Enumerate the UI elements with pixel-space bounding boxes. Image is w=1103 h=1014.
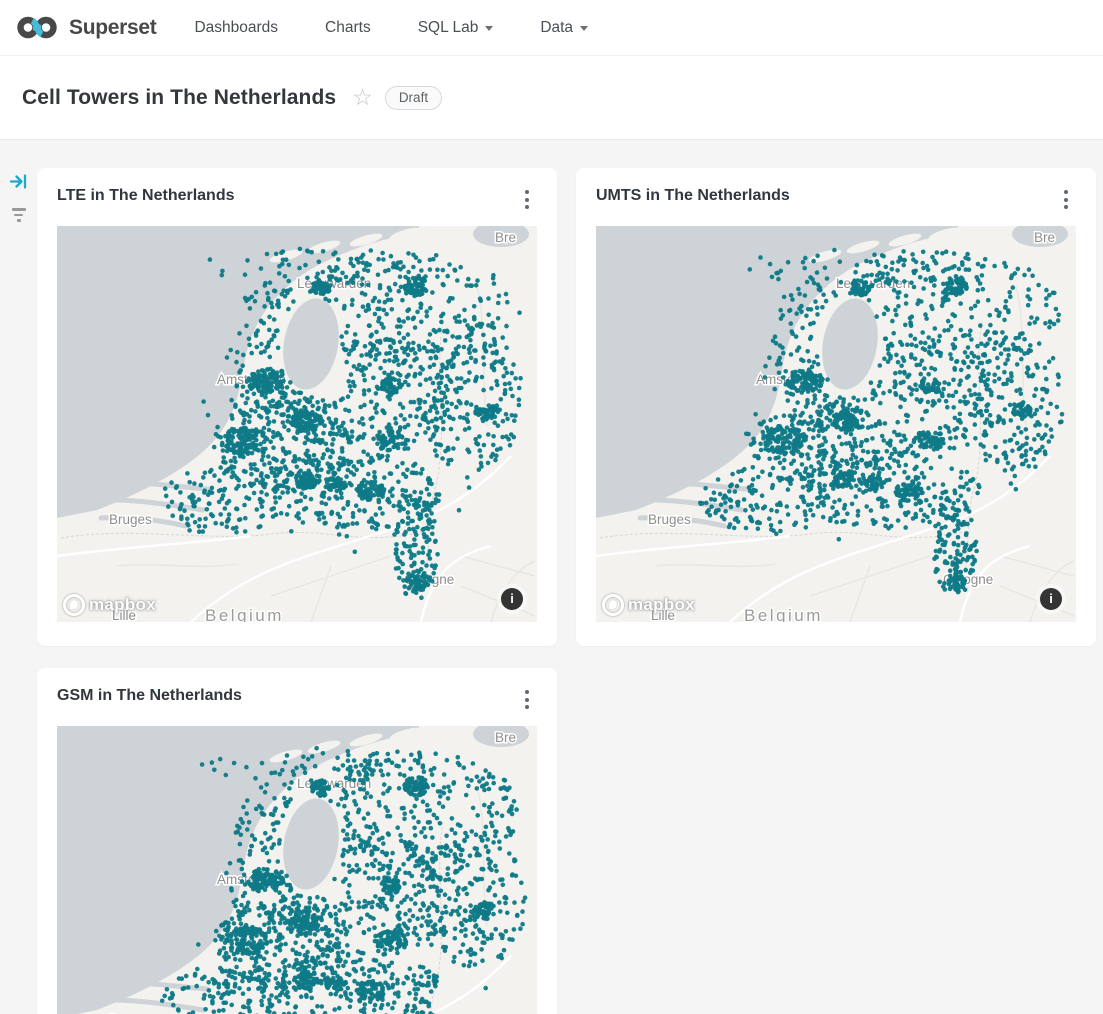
- mapbox-icon: [63, 594, 85, 616]
- svg-text:Bre: Bre: [495, 230, 516, 245]
- map-svg: BreLeeuwardenAmsterdamBrugesLilleBelgium…: [57, 726, 537, 1014]
- status-badge: Draft: [384, 85, 443, 110]
- mapbox-icon: [602, 594, 624, 616]
- attribution-info-icon[interactable]: i: [501, 588, 523, 610]
- map-svg: BreLeeuwardenAmsterdamBrugesLilleBelgium…: [57, 226, 537, 622]
- dashboard-body: LTE in The Netherlands BreLeeuwardenAmst…: [0, 140, 1103, 1014]
- nav-item-sql-lab[interactable]: SQL Lab: [418, 19, 494, 37]
- brand-name: Superset: [69, 15, 157, 39]
- filter-bar-collapsed: [0, 140, 37, 1014]
- filter-icon: [11, 208, 26, 222]
- map-canvas[interactable]: BreLeeuwardenAmsterdamBrugesLilleBelgium…: [57, 726, 537, 1014]
- svg-text:Belgium: Belgium: [205, 606, 284, 622]
- map-canvas[interactable]: BreLeeuwardenAmsterdamBrugesLilleBelgium…: [57, 226, 537, 622]
- chevron-down-icon: [485, 26, 494, 31]
- top-nav: Superset Dashboards Charts SQL Lab Data: [0, 0, 1103, 56]
- nav-label: Data: [540, 18, 574, 36]
- chart-card-gsm: GSM in The Netherlands Bre Leeuwarden Amst…: [37, 668, 557, 1014]
- chart-menu-kebab[interactable]: [521, 686, 533, 713]
- svg-text:Lille: Lille: [112, 608, 136, 622]
- mapbox-wordmark: mapbox: [89, 595, 156, 614]
- mapbox-logo[interactable]: mapbox: [63, 594, 156, 616]
- chart-card-lte: LTE in The Netherlands BreLeeuwardenAmst…: [37, 168, 557, 646]
- superset-infinity-icon: [17, 16, 57, 39]
- chart-title: UMTS in The Netherlands: [596, 187, 790, 204]
- nav-label: Dashboards: [194, 18, 279, 36]
- superset-logo[interactable]: Superset: [16, 14, 157, 41]
- arrow-to-bar-icon: [9, 174, 27, 189]
- mapbox-logo[interactable]: mapbox: [602, 594, 695, 616]
- filter-icon-button[interactable]: [11, 208, 26, 222]
- chart-card-umts: UMTS in The Netherlands BreLeeuwardenAms…: [576, 168, 1096, 646]
- nav-label: Charts: [325, 18, 371, 36]
- svg-text:Lille: Lille: [651, 608, 675, 622]
- nav-item-data[interactable]: Data: [540, 18, 589, 37]
- svg-text:Bruges: Bruges: [109, 512, 152, 527]
- map-svg: BreLeeuwardenAmsterdamBrugesLilleBelgium…: [596, 226, 1076, 622]
- svg-text:Bre: Bre: [1034, 230, 1055, 245]
- svg-text:Bruges: Bruges: [109, 1012, 152, 1014]
- page-title: Cell Towers in The Netherlands: [22, 85, 337, 109]
- chevron-down-icon: [580, 26, 589, 31]
- favorite-star-icon[interactable]: ☆: [352, 84, 373, 110]
- mapbox-wordmark: mapbox: [628, 595, 695, 614]
- attribution-info-icon[interactable]: i: [1040, 588, 1062, 610]
- expand-filter-bar-button[interactable]: [9, 172, 28, 191]
- svg-text:Bruges: Bruges: [648, 512, 691, 527]
- svg-text:Belgium: Belgium: [744, 606, 823, 622]
- svg-text:Bre: Bre: [495, 730, 516, 745]
- nav-label: SQL Lab: [417, 18, 479, 36]
- chart-menu-kebab[interactable]: [521, 186, 533, 213]
- map-canvas[interactable]: BreLeeuwardenAmsterdamBrugesLilleBelgium…: [596, 226, 1076, 622]
- chart-title: GSM in The Netherlands: [57, 687, 242, 704]
- nav-item-dashboards[interactable]: Dashboards: [194, 19, 278, 37]
- chart-title: LTE in The Netherlands: [57, 187, 235, 204]
- dashboard-header: Cell Towers in The Netherlands ☆ Draft: [0, 56, 1103, 140]
- chart-menu-kebab[interactable]: [1060, 186, 1072, 213]
- nav-item-charts[interactable]: Charts: [325, 19, 371, 37]
- nav-menu: Dashboards Charts SQL Lab Data: [194, 18, 589, 37]
- dashboard-grid: LTE in The Netherlands BreLeeuwardenAmst…: [37, 168, 1096, 1014]
